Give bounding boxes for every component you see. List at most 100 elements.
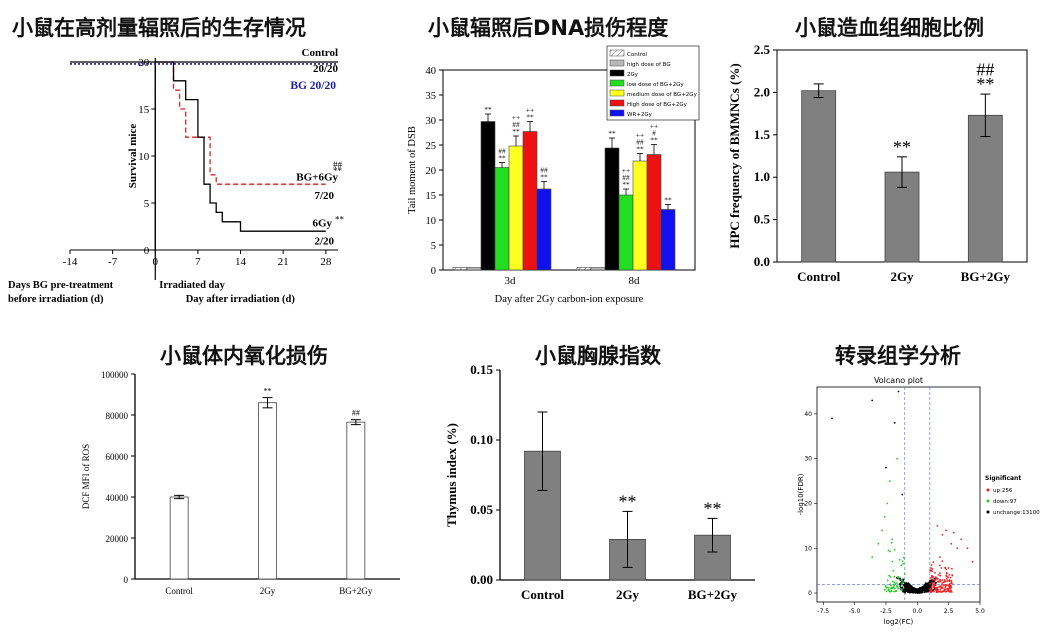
significance-label: ++ [636, 131, 644, 140]
point [948, 584, 951, 587]
point [901, 493, 904, 496]
legend-swatch [609, 59, 625, 67]
point [941, 560, 944, 563]
point [940, 567, 943, 569]
y-tick-label: 20 [426, 166, 437, 177]
point [895, 590, 897, 593]
significance-label: ** [540, 173, 548, 182]
series-line-bg-6gy [155, 61, 326, 185]
scatter-points [831, 390, 974, 594]
y-tick-label: 20000 [106, 534, 129, 544]
x-tick-label: -14 [63, 256, 78, 268]
point [939, 572, 941, 575]
legend-swatch [609, 99, 625, 107]
point [935, 576, 937, 579]
plot-frame [816, 386, 981, 603]
y-tick-label: 30 [426, 116, 437, 127]
legend-label: low dose of BG+2Gy [627, 82, 684, 88]
point [918, 591, 920, 594]
y-tick-label: 5 [431, 241, 436, 252]
point [889, 550, 891, 553]
bar [536, 188, 552, 271]
legend-title: Significant [985, 475, 1021, 482]
point [900, 564, 903, 567]
bar [967, 114, 1003, 263]
x-axis-label-post: Day after irradiation (d) [186, 294, 296, 305]
point [920, 588, 923, 590]
x-axis-label-irradiated: Irradiated day [159, 280, 225, 291]
category-label: 2Gy [890, 269, 914, 284]
legend-swatch [609, 79, 625, 87]
bg6gy-annotation-top: ## [333, 160, 343, 170]
category-label: Control [797, 269, 840, 284]
x-tick-label: 0 [153, 256, 159, 268]
point [944, 567, 946, 569]
control-label: Control [302, 47, 338, 59]
x-tick-label: 28 [320, 256, 332, 268]
y-axis-label: Survival mice [127, 124, 139, 189]
x-tick-label: 2.5 [944, 608, 954, 615]
point [925, 583, 928, 585]
x-tick-label: 0.0 [913, 608, 923, 615]
significance-label: ** [619, 491, 637, 511]
bar [660, 209, 676, 271]
category-label: 2Gy [616, 587, 640, 602]
point [898, 583, 901, 585]
point [900, 579, 903, 582]
y-tick-label: 0.00 [470, 572, 493, 587]
point [893, 584, 895, 587]
point [948, 574, 951, 576]
point [902, 580, 904, 583]
point [887, 586, 889, 589]
y-tick-label: 20 [138, 57, 150, 69]
point [951, 567, 953, 570]
point [950, 542, 953, 545]
point [939, 590, 942, 593]
bar [632, 160, 648, 271]
significance-label: ## [498, 147, 506, 156]
bar [801, 90, 837, 263]
point [941, 583, 943, 586]
point [933, 586, 935, 588]
y-tick-label: 2.5 [754, 42, 771, 57]
point [937, 591, 939, 593]
control-value-label: 20/20 [313, 63, 339, 75]
point [921, 591, 924, 593]
point [971, 560, 974, 563]
point [939, 564, 941, 567]
point [910, 591, 913, 593]
legend-label: unchange:13100 [993, 510, 1040, 516]
point [925, 589, 928, 592]
bar [508, 145, 524, 271]
point [945, 578, 948, 580]
bar [604, 147, 620, 271]
point [950, 589, 952, 592]
point [956, 547, 959, 550]
ros-title: 小鼠体内氧化损伤 [160, 344, 328, 368]
significance-label: ** [664, 196, 672, 205]
y-tick-label: 20 [804, 500, 812, 507]
y-axis-label: DCF MFI of ROS [81, 444, 91, 509]
point [906, 589, 909, 591]
point [903, 573, 906, 575]
point [902, 563, 904, 565]
point [897, 390, 900, 393]
y-tick-label: 15 [426, 191, 437, 202]
bar [590, 267, 606, 271]
point [886, 502, 889, 505]
point [935, 589, 938, 591]
category-label: Control [165, 586, 193, 596]
legend-label: down:97 [993, 499, 1017, 505]
point [889, 584, 892, 587]
ros-chart: 0 20000 40000 60000 80000 100000 DCF MFI of RO… [81, 370, 400, 596]
category-label: 3d [505, 275, 517, 287]
y-axis-label: Thymus index (%) [444, 423, 459, 527]
y-tick-label: 10 [138, 151, 150, 163]
point [928, 581, 931, 583]
y-tick-label: 60000 [106, 452, 129, 462]
point [889, 576, 892, 578]
point [949, 585, 951, 588]
point [891, 538, 894, 541]
point [932, 576, 935, 578]
g6-annotation: ** [335, 215, 345, 225]
